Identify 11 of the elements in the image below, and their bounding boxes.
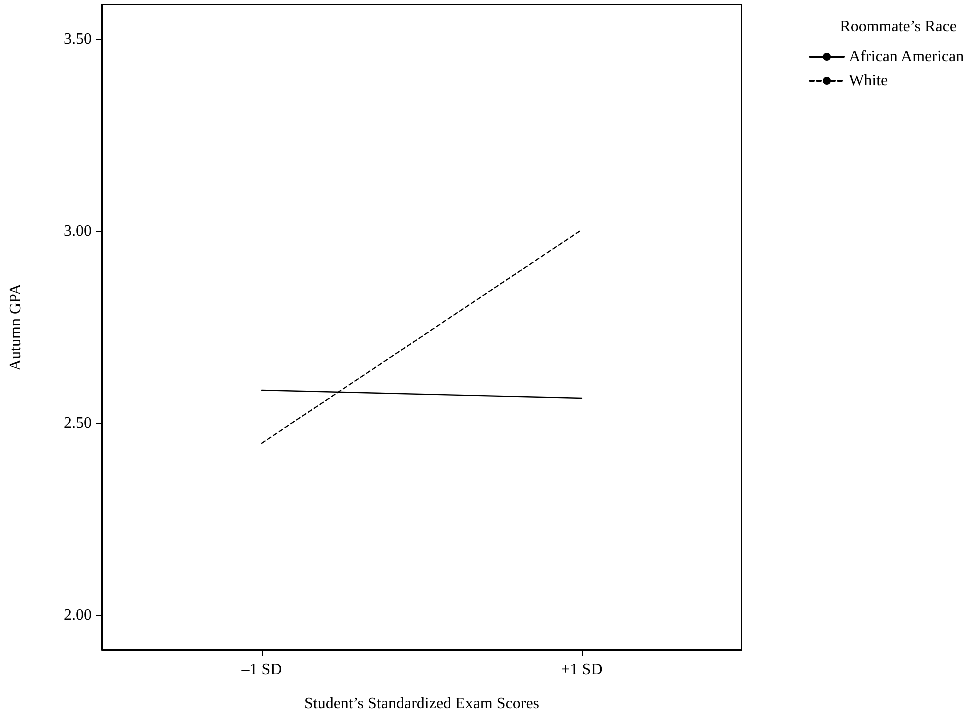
y-tick-label: 3.50 xyxy=(64,31,92,48)
y-tick-label: 2.00 xyxy=(64,606,92,624)
x-tick-label: –1 SD xyxy=(240,662,282,678)
legend-label: White xyxy=(849,72,888,90)
x-axis-title: Student’s Standardized Exam Scores xyxy=(304,696,540,712)
legend-title: Roommate’s Race xyxy=(840,18,957,36)
legend-label: African American xyxy=(849,48,964,66)
x-tick-label: +1 SD xyxy=(561,662,603,678)
y-tick-label: 2.50 xyxy=(64,414,92,432)
y-tick-label: 3.00 xyxy=(64,223,92,240)
y-axis-title: Autumn GPA xyxy=(8,284,24,371)
